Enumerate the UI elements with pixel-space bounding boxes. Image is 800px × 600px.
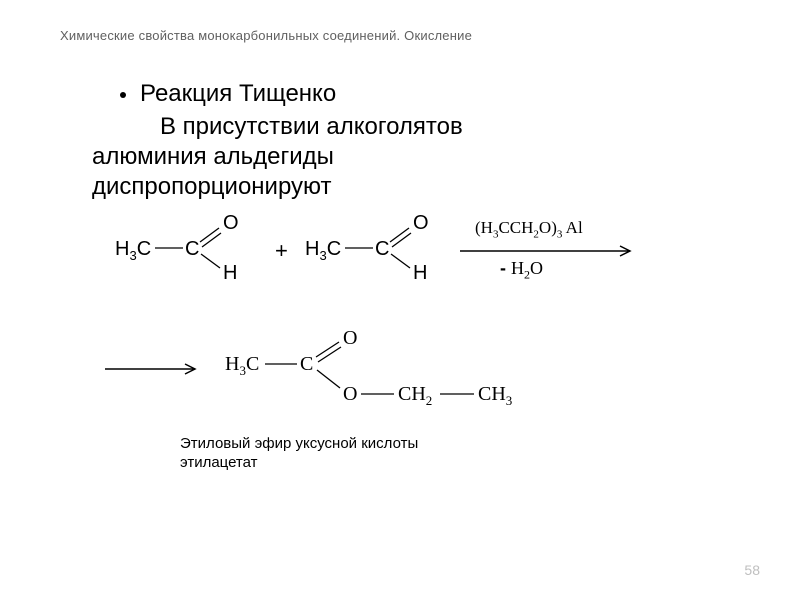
catalyst-formula: (H3CCH2O)3 Al: [475, 218, 583, 240]
water-formula: H2O: [511, 258, 543, 278]
minus-sign: -: [500, 258, 506, 278]
body-text-line-1: В присутствии алкоголятов: [160, 112, 463, 142]
reaction-arrow-2: [105, 362, 205, 376]
product-caption-line-1: Этиловый эфир уксусной кислоты: [180, 435, 418, 452]
bullet-row: Реакция Тищенко: [120, 80, 336, 108]
bullet-title: Реакция Тищенко: [140, 80, 336, 108]
slide-header: Химические свойства монокарбонильных сое…: [60, 28, 472, 43]
plus-sign: +: [275, 238, 288, 264]
reactant2-bonds: [343, 212, 423, 282]
reactant1-bonds: [153, 212, 233, 282]
product-bonds: [262, 328, 512, 418]
reactant1-left-group: H3C: [115, 238, 151, 263]
page-number: 58: [744, 562, 760, 578]
product-caption-line-2: этилацетат: [180, 454, 258, 471]
byproduct-water: - H2O: [500, 258, 543, 283]
body-text-line-2: алюминия альдегиды: [92, 142, 334, 172]
body-text-line-3: диспропорционируют: [92, 172, 332, 202]
reaction-arrow-1: [460, 244, 640, 258]
reactant2-left-group: H3C: [305, 238, 341, 263]
product-left-group: H3C: [225, 353, 259, 379]
bullet-dot: [120, 92, 126, 98]
